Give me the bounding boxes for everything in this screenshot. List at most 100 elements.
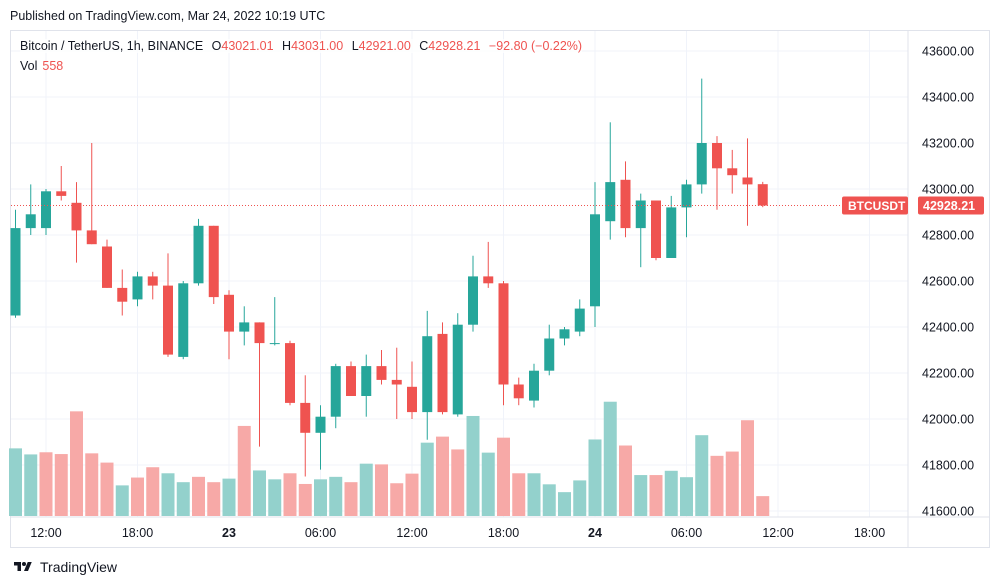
candle-body: [574, 308, 585, 332]
volume-bar: [390, 483, 404, 516]
candle-body: [178, 283, 189, 357]
legend-open-value: 43021.01: [221, 39, 274, 53]
candle-body: [239, 322, 250, 332]
volume-bar: [619, 445, 632, 516]
candle-body: [193, 225, 204, 284]
price-tag-value-box: [918, 196, 984, 215]
legend-low-label: L: [351, 39, 359, 53]
candle: [620, 161, 631, 238]
candle: [742, 138, 753, 226]
legend-symbol[interactable]: Bitcoin / TetherUS, 1h, BINANCE: [20, 39, 204, 53]
candle-body: [635, 200, 646, 229]
candle-body: [422, 336, 433, 413]
candle: [712, 136, 722, 210]
price-tick-label: 43200.00: [922, 137, 974, 151]
published-note: Published on TradingView.com, Mar 24, 20…: [10, 9, 326, 23]
candle-body: [605, 182, 616, 222]
volume-bar: [131, 477, 144, 516]
volume-bar: [344, 482, 358, 516]
candle: [422, 310, 433, 440]
candle-body: [437, 333, 448, 413]
volume-bar: [54, 454, 68, 516]
price-tick-label: 42800.00: [922, 229, 974, 243]
candle: [666, 195, 677, 258]
candle: [208, 225, 219, 304]
volume-bar: [85, 453, 99, 516]
candle: [605, 122, 616, 240]
candle-body: [498, 283, 509, 385]
price-tag-symbol: BTCUSDT: [848, 199, 906, 213]
candle: [330, 363, 341, 429]
candle-body: [224, 294, 234, 332]
volume-bar: [70, 411, 83, 516]
time-tick-label: 12:00: [396, 526, 427, 540]
candle: [681, 179, 692, 238]
volume-bar: [725, 451, 739, 516]
price-tick-label: 42200.00: [922, 367, 974, 381]
candle: [376, 350, 387, 385]
volume-bar: [420, 442, 434, 516]
candle-body: [757, 184, 768, 206]
volume-bar: [283, 473, 297, 516]
candle: [635, 193, 646, 268]
volume-bar: [695, 435, 709, 516]
volume-bar: [588, 439, 602, 516]
candle-body: [727, 168, 738, 176]
candle: [559, 327, 570, 346]
volume-bar: [222, 478, 236, 516]
price-tick-label: 42600.00: [922, 275, 974, 289]
volume-bar: [497, 437, 510, 516]
price-tick-label: 42000.00: [922, 413, 974, 427]
time-tick-label: 12:00: [762, 526, 793, 540]
candle: [163, 253, 173, 357]
candle: [498, 281, 509, 406]
volume-legend: Vol 558: [20, 59, 63, 73]
candle-body: [315, 416, 326, 433]
time-tick-label: 12:00: [30, 526, 61, 540]
candle-body: [590, 214, 600, 307]
footer-brand[interactable]: TradingView: [12, 558, 117, 576]
candle: [315, 405, 326, 470]
volume-bar: [115, 485, 129, 516]
volume-bar: [192, 476, 205, 516]
candle-body: [513, 384, 524, 399]
volume-bar: [756, 496, 770, 516]
volume-value: 558: [42, 59, 64, 73]
volume-bar: [146, 467, 160, 516]
time-axis[interactable]: 12:00 18:00 23 06:00 12:00 18:00 24 06:00 12:00 1…: [30, 526, 885, 540]
candle: [391, 347, 402, 419]
volume-bar: [512, 473, 526, 516]
symbol-legend: Bitcoin / TetherUS, 1h, BINANCE O43021.0…: [20, 39, 583, 53]
candle-body: [56, 191, 67, 196]
price-tag-symbol-box: [842, 196, 908, 215]
volume-bar: [710, 455, 724, 516]
candle: [147, 271, 158, 300]
candle: [132, 271, 143, 307]
candle: [651, 200, 661, 261]
price-axis[interactable]: 41600.00 41800.00 42000.00 42200.00 42400.00…: [922, 45, 974, 519]
time-tick-label: 06:00: [305, 526, 336, 540]
candle: [483, 241, 494, 288]
legend-high-value: 43031.00: [291, 39, 344, 53]
candle: [56, 166, 67, 201]
volume-bar: [558, 492, 571, 516]
candle: [696, 78, 707, 194]
candle-body: [285, 343, 295, 403]
volume-bar: [603, 401, 617, 516]
volume-bar: [649, 475, 663, 516]
volume-label[interactable]: Vol: [20, 59, 38, 73]
volume-bar: [100, 462, 114, 516]
volume-bar: [634, 475, 648, 516]
volume-bar: [741, 420, 754, 516]
candle-body: [254, 322, 265, 344]
candle: [254, 322, 265, 447]
volume-bar: [375, 464, 388, 516]
legend-open-label: O: [211, 39, 222, 53]
candle-body: [529, 370, 539, 401]
candle: [529, 363, 539, 408]
volume-bar: [314, 479, 327, 516]
candle-body: [544, 338, 555, 371]
volume-bar: [405, 473, 419, 516]
legend-change: −92.80 (−0.22%): [488, 39, 583, 53]
